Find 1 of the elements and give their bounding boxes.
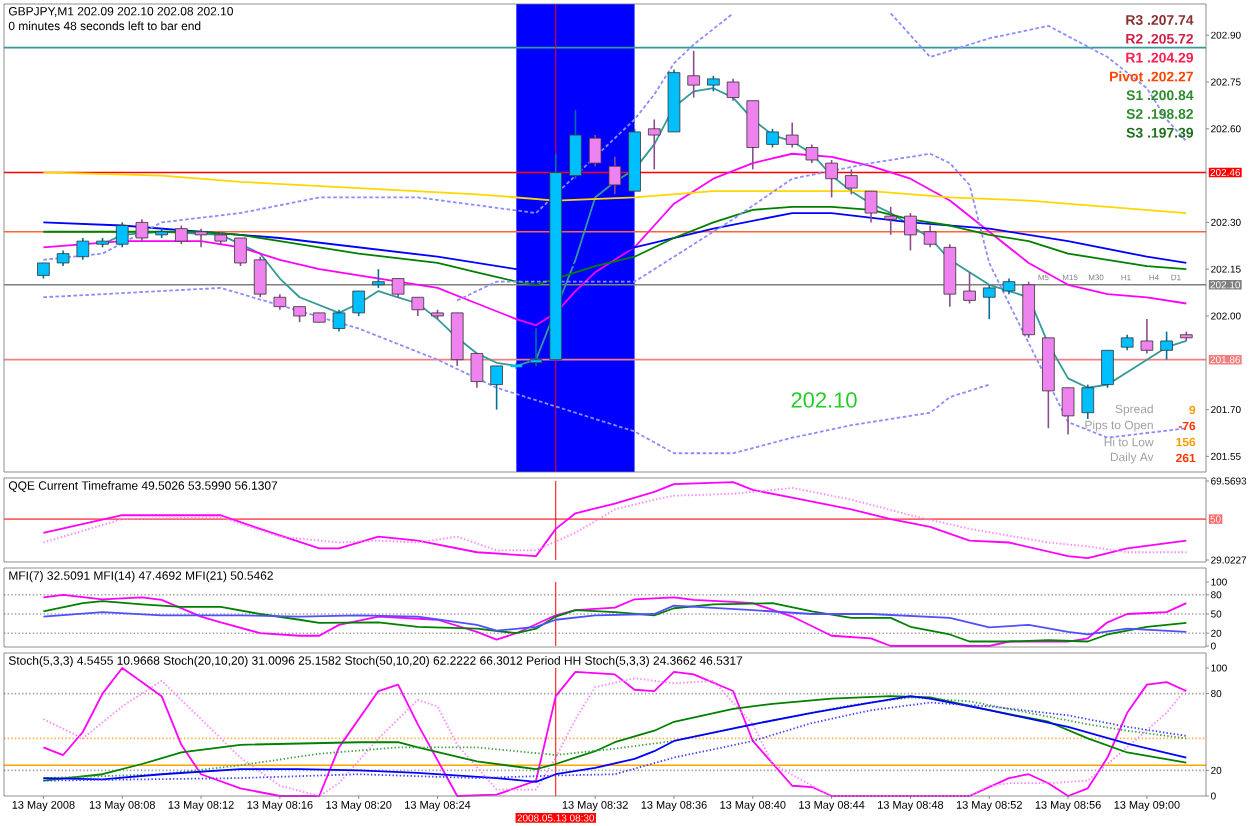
annotation: 202.10 bbox=[791, 392, 857, 408]
